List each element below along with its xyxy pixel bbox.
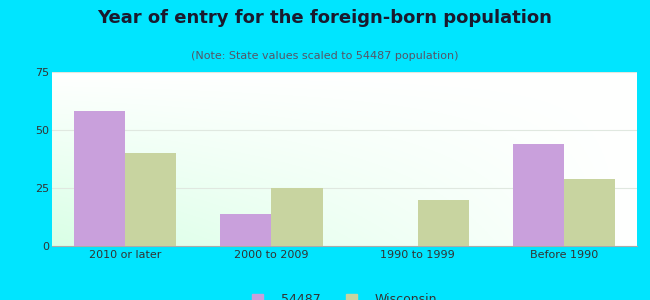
Bar — [74, 111, 125, 246]
Bar — [564, 179, 615, 246]
Bar — [417, 200, 469, 246]
Bar — [125, 153, 176, 246]
Bar — [220, 214, 272, 246]
Text: (Note: State values scaled to 54487 population): (Note: State values scaled to 54487 popu… — [191, 51, 459, 61]
Legend: 54487, Wisconsin: 54487, Wisconsin — [252, 292, 437, 300]
Text: Year of entry for the foreign-born population: Year of entry for the foreign-born popul… — [98, 9, 552, 27]
Bar — [272, 188, 322, 246]
Bar — [513, 144, 564, 246]
